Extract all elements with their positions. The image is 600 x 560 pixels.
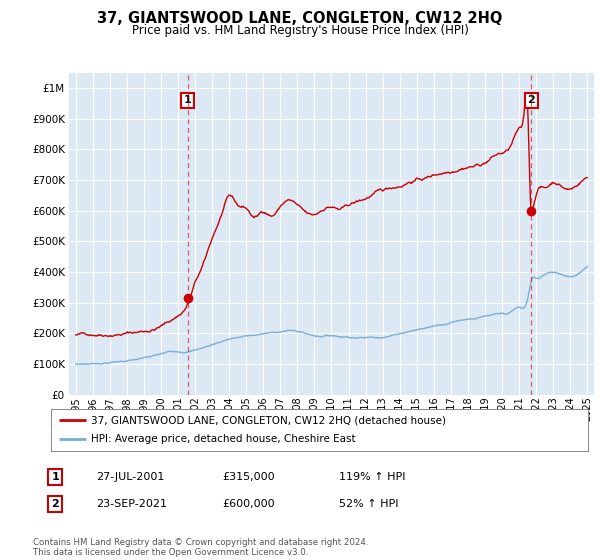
Text: 119% ↑ HPI: 119% ↑ HPI [339, 472, 406, 482]
Text: 23-SEP-2021: 23-SEP-2021 [96, 499, 167, 509]
Text: 2: 2 [527, 95, 535, 105]
Text: This data is licensed under the Open Government Licence v3.0.: This data is licensed under the Open Gov… [33, 548, 308, 557]
Text: HPI: Average price, detached house, Cheshire East: HPI: Average price, detached house, Ches… [91, 435, 356, 445]
Text: 37, GIANTSWOOD LANE, CONGLETON, CW12 2HQ: 37, GIANTSWOOD LANE, CONGLETON, CW12 2HQ [97, 11, 503, 26]
Text: £315,000: £315,000 [222, 472, 275, 482]
Text: 1: 1 [52, 472, 59, 482]
Text: Price paid vs. HM Land Registry's House Price Index (HPI): Price paid vs. HM Land Registry's House … [131, 24, 469, 36]
Text: 27-JUL-2001: 27-JUL-2001 [96, 472, 164, 482]
Text: 1: 1 [184, 95, 191, 105]
Text: 37, GIANTSWOOD LANE, CONGLETON, CW12 2HQ (detached house): 37, GIANTSWOOD LANE, CONGLETON, CW12 2HQ… [91, 415, 446, 425]
Text: £600,000: £600,000 [222, 499, 275, 509]
Text: 52% ↑ HPI: 52% ↑ HPI [339, 499, 398, 509]
Text: Contains HM Land Registry data © Crown copyright and database right 2024.: Contains HM Land Registry data © Crown c… [33, 538, 368, 547]
Text: 2: 2 [52, 499, 59, 509]
